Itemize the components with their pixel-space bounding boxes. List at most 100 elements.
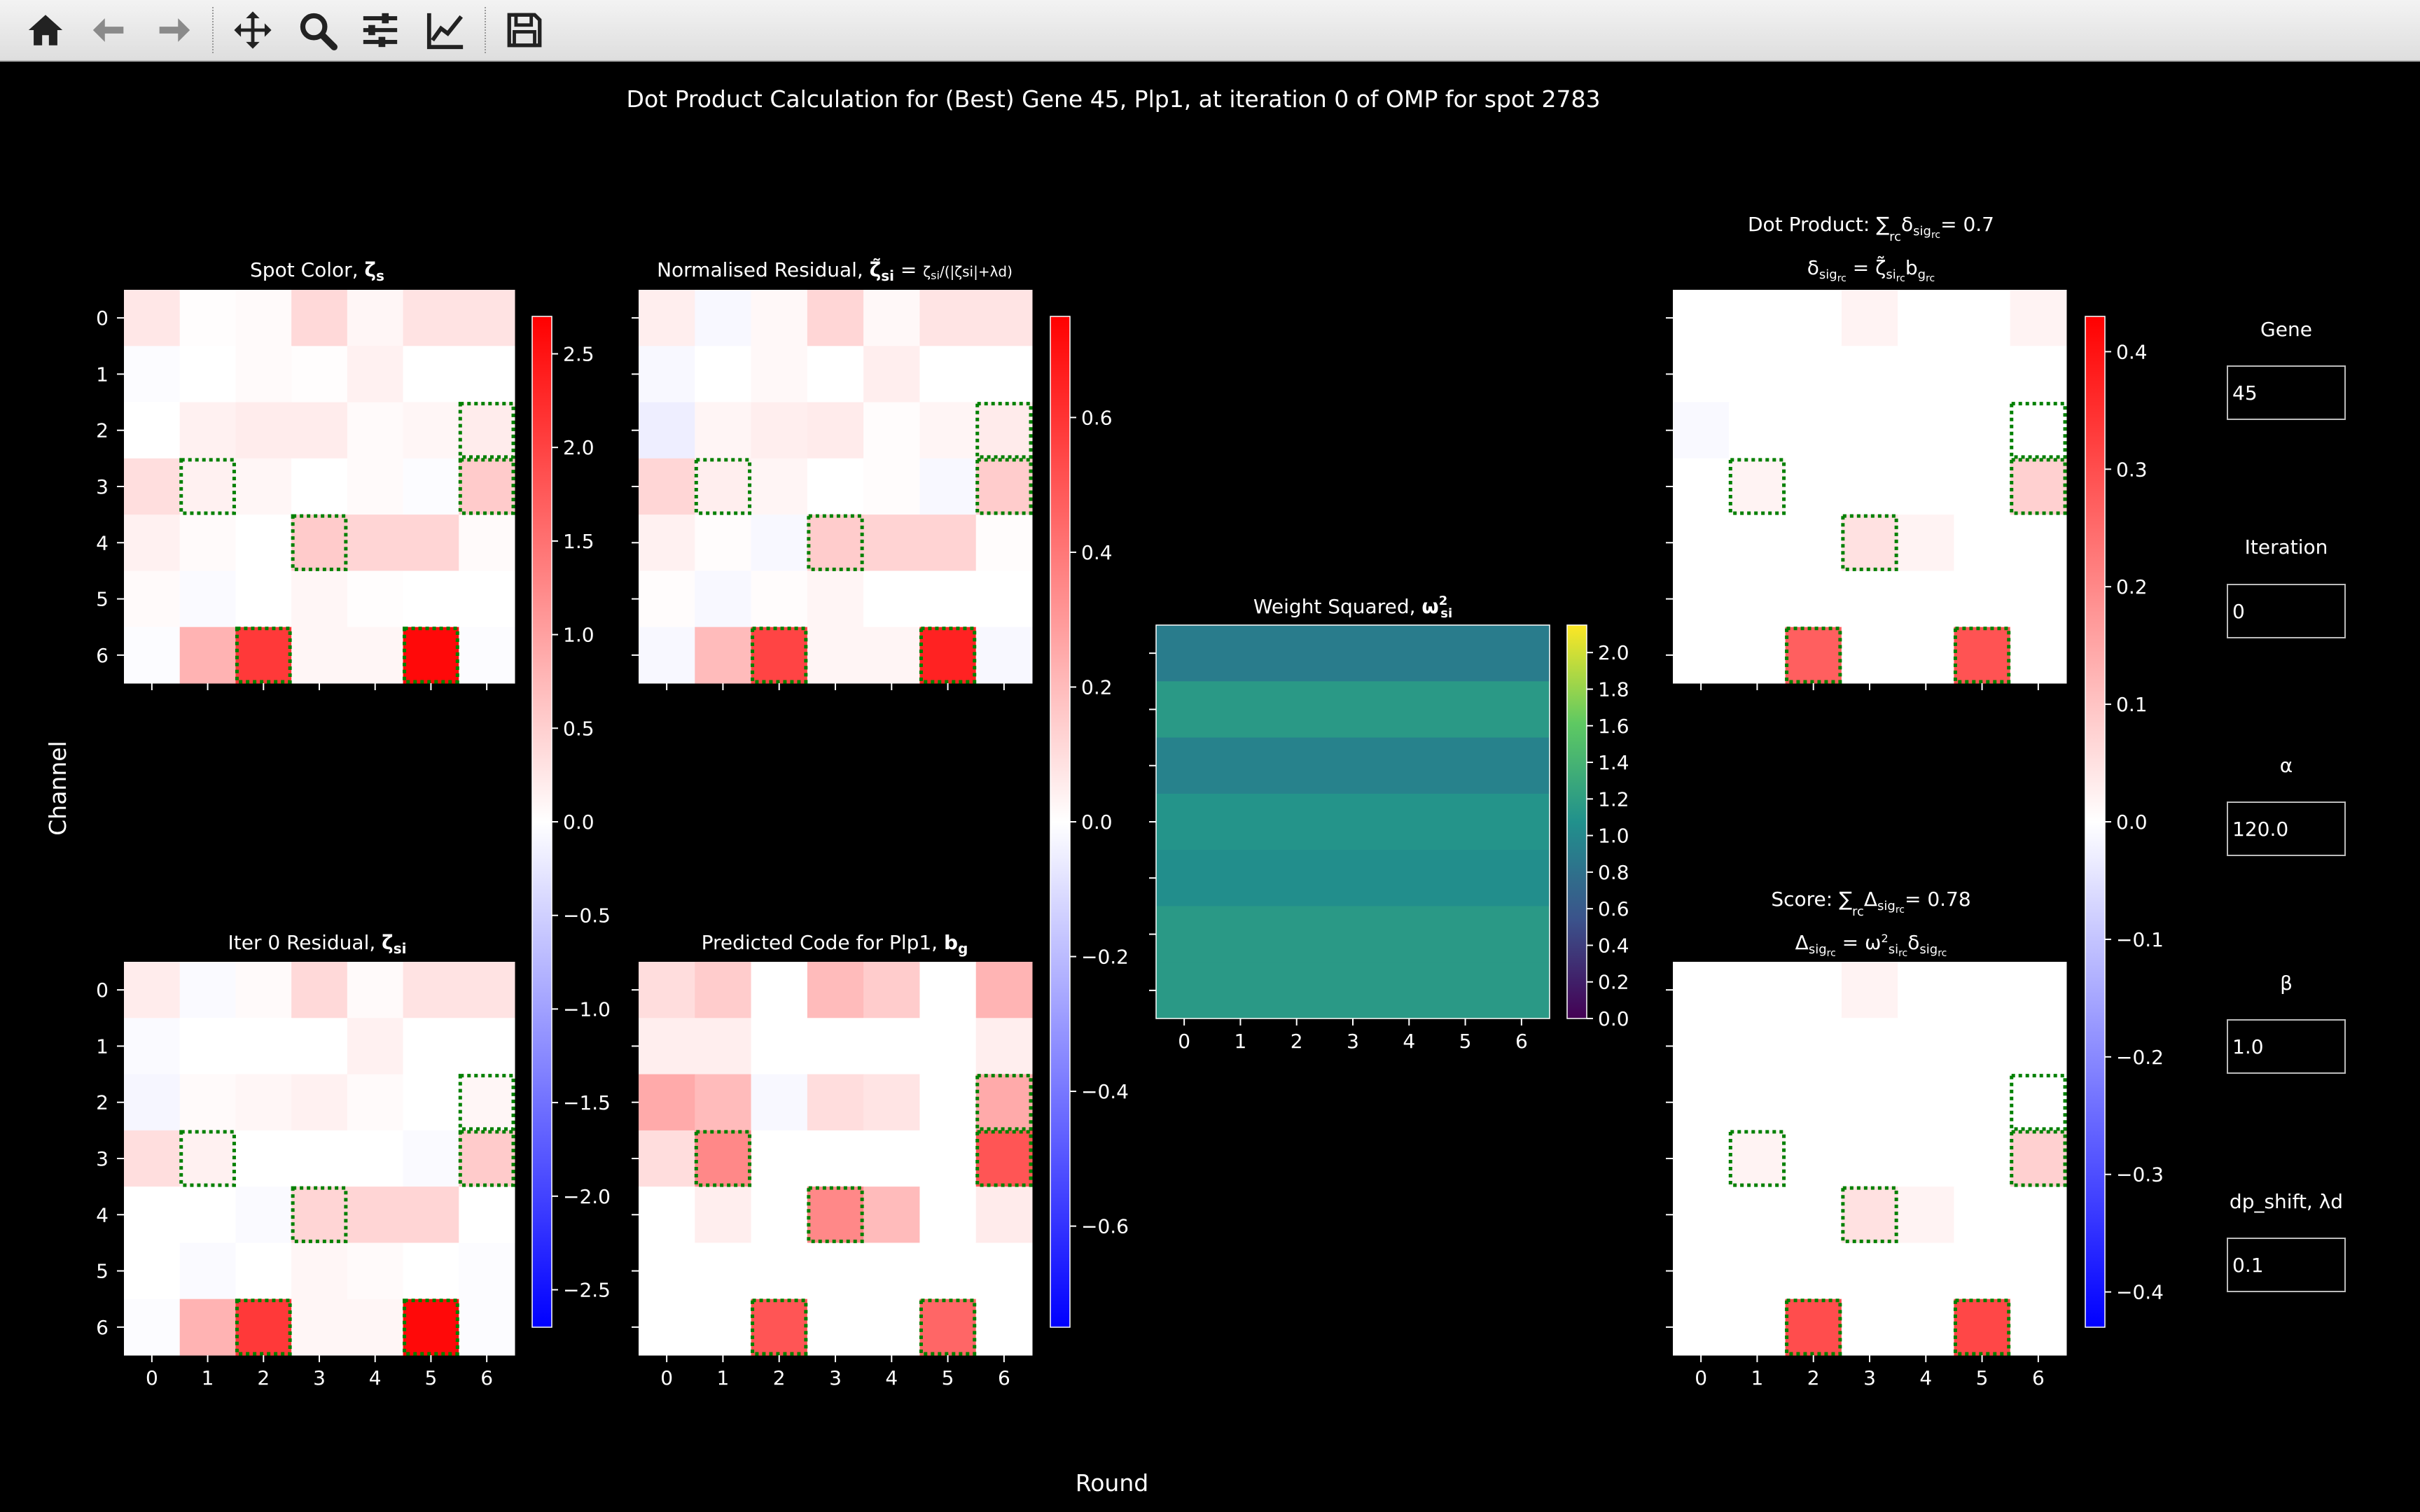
colorbar-tick-label: 0.0	[563, 811, 594, 834]
heatmap-cell	[1841, 402, 1898, 459]
colorbar-tick-label: 0.1	[2116, 693, 2148, 716]
heatmap-cell	[975, 514, 1033, 571]
y-tick-label: 6	[96, 1316, 109, 1339]
heatmap-cell	[975, 1298, 1033, 1356]
heatmap-cell	[1954, 1074, 2011, 1131]
heatmap-cell	[1841, 962, 1898, 1018]
heatmap-cell	[1898, 514, 1954, 571]
heatmap-cell	[1785, 514, 1842, 571]
heatmap-cell	[695, 346, 752, 403]
heatmap-cell	[235, 290, 292, 346]
control-input[interactable]	[2227, 584, 2346, 638]
control-input[interactable]	[2227, 1019, 2346, 1074]
pan-button[interactable]	[227, 4, 279, 56]
control-input[interactable]	[2227, 1238, 2346, 1292]
heatmap-cell	[347, 1074, 404, 1131]
heatmap-cell	[291, 1298, 348, 1356]
heatmap-cell	[863, 1130, 920, 1187]
colorbar-gradient	[1050, 316, 1071, 1328]
target-code-box	[458, 1074, 515, 1131]
heatmap-cell	[179, 458, 236, 515]
y-tick-label: 3	[96, 475, 109, 498]
colorbar-tick-label: 0.3	[2116, 458, 2148, 481]
heatmap-cell	[347, 962, 404, 1018]
panel-title-iter-residual: Iter 0 Residual, ζsi	[228, 931, 407, 957]
heatmap-cell	[1673, 1074, 1730, 1131]
x-tick-label: 4	[885, 1366, 898, 1390]
x-tick-label: 0	[146, 1366, 158, 1390]
control-label: dp_shift, λd	[2229, 1190, 2344, 1213]
weight-row	[1156, 962, 1550, 1019]
heatmap-cell	[1954, 1186, 2011, 1243]
heatmap-cell	[1785, 402, 1842, 459]
heatmap-cell	[1673, 514, 1730, 571]
heatmap-cell	[124, 290, 181, 346]
heatmap-cell	[807, 1074, 864, 1131]
heatmap-cell	[975, 1018, 1033, 1075]
heatmap-cell	[1898, 458, 1954, 515]
figure-title: Dot Product Calculation for (Best) Gene …	[627, 85, 1601, 113]
heatmap-cell	[459, 626, 515, 684]
heatmap-cell	[2010, 290, 2067, 346]
heatmap-cell	[1785, 570, 1842, 628]
heatmap-cell	[2010, 346, 2067, 403]
arrow-left-icon	[92, 18, 124, 42]
heatmap-cell	[459, 290, 515, 346]
heatmap-cell	[751, 1242, 808, 1300]
heatmap-cell	[1898, 290, 1954, 346]
colorbar-tick-label: −0.6	[1081, 1215, 1129, 1238]
heatmap-cell	[751, 1074, 808, 1131]
heatmap-cell	[1673, 1242, 1730, 1300]
forward-button[interactable]	[147, 4, 199, 56]
control-input[interactable]	[2227, 802, 2346, 856]
heatmap-cell	[124, 1018, 181, 1075]
heatmap-cell	[863, 1186, 920, 1243]
colorbar-weight: 0.0 0.2 0.4 0.6 0.8 1.0 1.2 1.4 1.6 1.8 2.0	[1566, 624, 1629, 1030]
heatmap-cell	[235, 1130, 292, 1187]
control-input[interactable]	[2227, 365, 2346, 420]
configure-subplots-button[interactable]	[354, 4, 406, 56]
panel-title-predicted-code: Predicted Code for Plp1, bg	[702, 931, 968, 957]
heatmap-cell	[291, 514, 348, 571]
colorbar-tick-label: −0.3	[2116, 1163, 2164, 1186]
heatmap-cell	[863, 626, 920, 684]
colorbar-tick-label: 2.0	[1598, 641, 1629, 664]
home-button[interactable]	[20, 4, 71, 56]
heatmap-cell	[863, 1242, 920, 1300]
heatmap-cell	[347, 458, 404, 515]
colorbar-tick-label: −0.1	[2116, 928, 2164, 951]
heatmap-cell	[2010, 514, 2067, 571]
heatmap-cell	[807, 570, 864, 628]
heatmap-cell	[347, 570, 404, 628]
x-tick-label: 1	[1235, 1030, 1247, 1053]
heatmap-cell	[1785, 1298, 1842, 1356]
x-tick-label: 6	[2032, 1366, 2045, 1390]
heatmap-cell	[179, 1186, 236, 1243]
control-label: α	[2279, 754, 2293, 777]
colorbar-gradient	[531, 316, 552, 1328]
colorbar-tick-label: 1.0	[1598, 825, 1629, 848]
y-axis-label: Channel	[44, 741, 71, 835]
heatmap-cell	[459, 402, 515, 459]
y-tick-label: 6	[96, 644, 109, 667]
heatmap-cell	[2010, 1130, 2067, 1187]
heatmap-cell	[1841, 1298, 1898, 1356]
heatmap-cell	[919, 458, 977, 515]
heatmap-dot_product	[1666, 290, 2067, 690]
save-button[interactable]	[499, 4, 550, 56]
back-button[interactable]	[84, 4, 136, 56]
heatmap-cell	[291, 290, 348, 346]
heatmap-cell	[919, 626, 977, 684]
target-code-box	[403, 1298, 459, 1356]
heatmap-cell	[459, 570, 515, 628]
heatmap-cell	[1954, 1298, 2011, 1356]
zoom-button[interactable]	[291, 4, 343, 56]
heatmap-cell	[807, 626, 864, 684]
heatmap-cell	[179, 962, 236, 1018]
heatmap-cell	[124, 962, 181, 1018]
edit-axis-button[interactable]	[420, 4, 472, 56]
colorbar-tick-label: 0.4	[1081, 541, 1113, 564]
heatmap-cell	[863, 458, 920, 515]
heatmap-cell	[459, 1074, 515, 1131]
colorbar-tick-label: 0.5	[563, 717, 594, 740]
